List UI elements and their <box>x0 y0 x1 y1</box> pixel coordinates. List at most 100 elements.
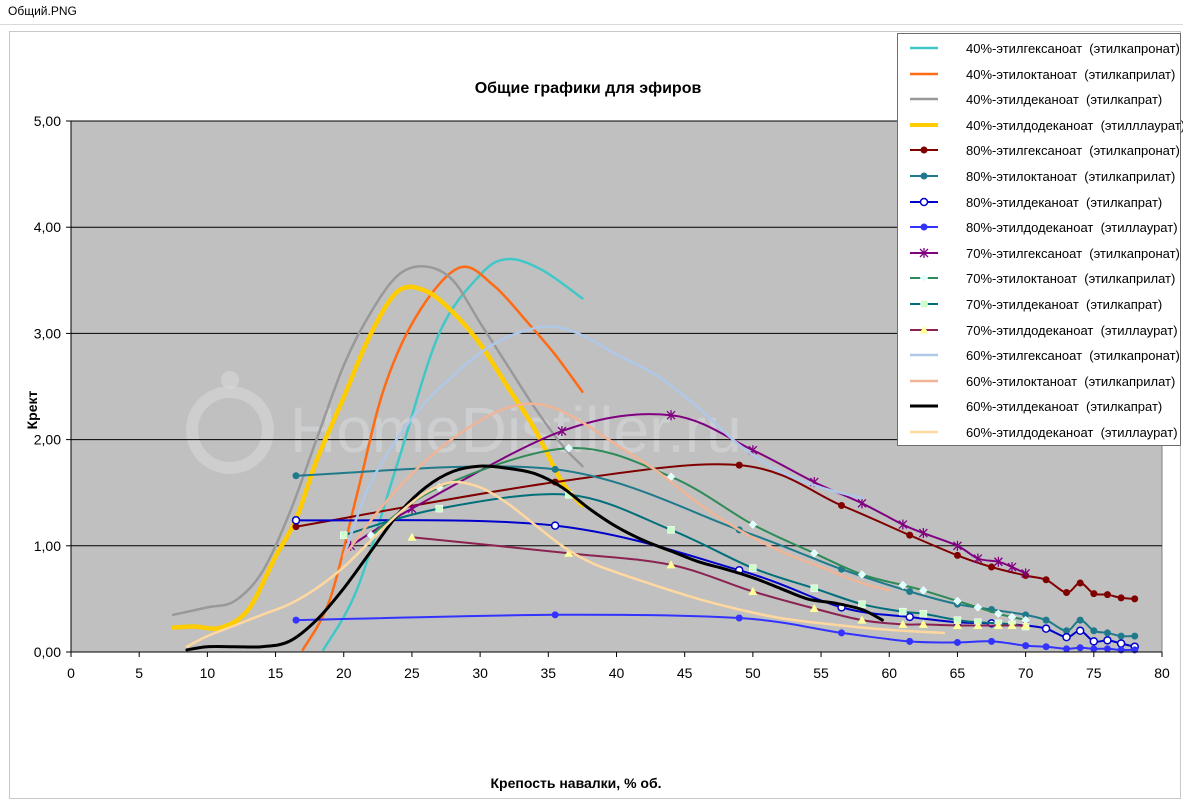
data-point <box>918 619 928 628</box>
data-point <box>1090 590 1098 598</box>
legend-item: 80%-этилдодеканоат (этиллаурат) <box>898 216 1180 238</box>
x-tick-label: 50 <box>745 665 761 681</box>
legend-marker <box>919 274 929 283</box>
data-point <box>666 410 676 421</box>
legend-swatch <box>910 223 938 231</box>
legend-swatch <box>910 404 938 408</box>
data-point <box>838 629 846 637</box>
legend-label: 70%-этилгексаноат (этилкапронат) <box>966 245 1180 261</box>
legend-swatch <box>910 122 938 127</box>
series-8 <box>292 611 1139 654</box>
legend-label: 80%-этилоктаноат (этилкаприлат) <box>966 169 1176 184</box>
data-point <box>551 611 559 619</box>
legend-marker <box>920 300 928 308</box>
series-9 <box>346 410 1031 579</box>
data-point <box>735 461 743 469</box>
data-point <box>1021 620 1031 629</box>
legend-label: 60%-этилгексаноат (этилкапронат) <box>966 348 1180 364</box>
legend-label: 80%-этилдеканоат (этилкапрат) <box>966 194 1163 210</box>
data-point <box>918 528 928 539</box>
legend-label: 60%-этилоктаноат (этилкаприлат) <box>966 373 1176 389</box>
legend-item: 80%-этилгексаноат (этилкапронат) <box>898 139 1180 161</box>
data-point <box>973 620 983 629</box>
legend-swatch <box>910 300 938 308</box>
data-point <box>1131 595 1139 603</box>
x-tick-label: 10 <box>200 665 216 681</box>
data-point <box>1076 644 1084 652</box>
title-divider <box>0 24 1183 25</box>
data-point <box>858 600 866 608</box>
data-point <box>564 443 574 453</box>
legend-item: 70%-этилдеканоат (этилкапрат) <box>898 293 1180 315</box>
data-point <box>952 540 962 551</box>
series-line <box>185 464 884 652</box>
legend-swatch <box>910 146 938 154</box>
series-16 <box>185 480 946 648</box>
data-point <box>857 570 867 579</box>
series-line <box>349 413 1027 575</box>
data-point <box>1117 594 1125 602</box>
data-point <box>1090 645 1098 653</box>
data-point <box>988 637 996 645</box>
data-point <box>1007 562 1017 573</box>
x-axis-label: Крепость навалки, % об. <box>490 775 661 791</box>
legend-item: 70%-этилдодеканоат (этиллаурат) <box>898 319 1180 341</box>
data-point <box>838 501 846 509</box>
x-tick-label: 65 <box>950 665 966 681</box>
legend-label: 70%-этилдеканоат (этилкапрат) <box>966 297 1163 312</box>
legend-swatch <box>910 274 938 283</box>
data-point <box>1063 589 1071 597</box>
window-title: Общий.PNG <box>8 4 77 18</box>
legend-swatch <box>910 72 938 75</box>
data-point <box>988 563 996 571</box>
x-tick-label: 20 <box>336 665 352 681</box>
data-point <box>1116 639 1126 648</box>
data-point <box>1007 620 1017 629</box>
x-tick-label: 25 <box>404 665 420 681</box>
data-point <box>1103 629 1111 637</box>
series-6 <box>292 465 1139 640</box>
series-1 <box>322 257 584 652</box>
legend-item: 70%-этилоктаноат (этилкаприлат) <box>898 267 1180 289</box>
series-12 <box>407 532 1031 629</box>
data-point <box>557 426 567 437</box>
legend-item: 40%-этилоктаноат (этилкаприлат) <box>898 63 1180 85</box>
data-point <box>809 603 819 612</box>
y-axis-label: Крект <box>24 390 40 429</box>
x-tick-label: 35 <box>541 665 557 681</box>
data-point <box>1042 616 1050 624</box>
x-tick-label: 55 <box>813 665 829 681</box>
y-tick-label: 5,00 <box>34 113 61 129</box>
data-point <box>749 564 757 572</box>
series-10 <box>366 443 1030 625</box>
data-point <box>857 498 867 509</box>
axes: 0,00 1,00 2,00 3,00 4,00 5,00 0 5 10 15 20 25 30 35 40… <box>34 113 1170 681</box>
legend-item: 40%-этилдеканоат (этилкапрат) <box>898 88 1180 110</box>
data-point <box>1021 568 1031 579</box>
legend-label: 80%-этилгексаноат (этилкапронат) <box>966 143 1180 159</box>
data-point <box>435 504 443 513</box>
data-point <box>1090 627 1098 635</box>
data-point <box>551 465 559 473</box>
series-line <box>342 325 864 558</box>
data-point <box>550 521 560 530</box>
data-point <box>340 531 348 539</box>
x-tick-label: 60 <box>881 665 897 681</box>
legend-swatch <box>910 197 938 206</box>
legend-marker <box>919 197 929 206</box>
data-point <box>1022 642 1030 650</box>
data-point <box>667 526 675 534</box>
data-point <box>898 580 908 590</box>
data-point <box>906 637 914 645</box>
data-point <box>973 603 983 612</box>
data-point <box>993 620 1003 629</box>
legend-label: 60%-этилдеканоат (этилкапрат) <box>966 399 1163 415</box>
series-line <box>185 480 946 648</box>
data-point <box>809 548 819 558</box>
series-line <box>301 265 584 652</box>
legend-swatch <box>910 379 938 383</box>
legend-label: 60%-этилдодеканоат (этиллаурат) <box>966 425 1178 440</box>
x-tick-label: 75 <box>1086 665 1102 681</box>
data-point <box>1103 591 1111 599</box>
y-tick-label: 4,00 <box>34 219 61 235</box>
